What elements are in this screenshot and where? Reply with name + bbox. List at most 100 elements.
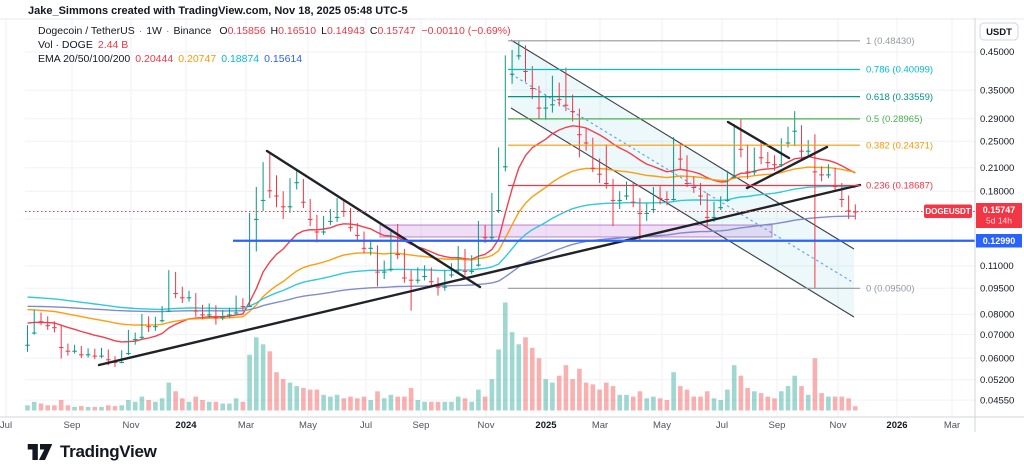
candle: [388, 268, 394, 270]
price-axis-label: 0.29000: [980, 114, 1014, 125]
candle: [704, 216, 710, 218]
candle: [361, 247, 367, 249]
candle: [503, 166, 508, 168]
candle: [832, 186, 838, 188]
candle: [772, 164, 777, 166]
candle: [79, 354, 84, 356]
candle: [233, 312, 239, 314]
candle: [328, 220, 333, 222]
time-axis-label: Sep: [769, 420, 786, 431]
ema-row: EMA 20/50/100/200 0.20444 0.20747 0.18874 0.…: [38, 52, 511, 66]
volume-value: 2.44 B: [97, 39, 129, 51]
candle: [583, 142, 589, 144]
candle: [725, 199, 730, 201]
bar-countdown: 5d 14h: [986, 216, 1012, 226]
candle: [691, 187, 697, 188]
candle: [375, 271, 380, 273]
candle: [812, 171, 818, 173]
tradingview-logo[interactable]: TradingView: [27, 441, 157, 463]
ema-label[interactable]: EMA 20/50/100/200: [38, 53, 131, 65]
channel-upper-border: [510, 39, 855, 250]
candle: [785, 142, 791, 144]
candle: [664, 199, 670, 200]
fib-retracement: 1 (0.48430) 0.786 (0.40099) 0.618 (0.33559…: [508, 36, 933, 295]
price-axis-label: 0.06000: [980, 353, 1014, 364]
time-axis-label: Mar: [944, 420, 960, 431]
candle: [287, 206, 293, 208]
low-label: L: [321, 25, 327, 37]
timeframe-label[interactable]: 1W: [146, 25, 162, 37]
low-value: 0.14943: [326, 25, 365, 37]
separator-dot: ·: [165, 25, 170, 37]
ema200-value: 0.15614: [264, 53, 303, 65]
high-label: H: [270, 25, 279, 37]
candle: [341, 211, 347, 212]
candle: [792, 130, 797, 132]
candle: [752, 171, 757, 173]
candle: [193, 310, 198, 312]
price-axis-label: 0.05200: [980, 375, 1014, 386]
ascending-trendline-major: [97, 183, 862, 367]
candle: [630, 201, 636, 203]
candle: [476, 264, 481, 266]
candle: [530, 88, 535, 89]
time-axis-label: Mar: [592, 420, 608, 431]
alert-price-value: 0.12990: [983, 236, 1016, 246]
tradingview-logo-text: TradingView: [60, 442, 157, 461]
price-axis-label: 0.07000: [980, 330, 1014, 341]
candle: [469, 270, 474, 272]
candle: [186, 297, 192, 299]
candle: [206, 314, 212, 316]
descending-trendline-2024: [265, 149, 482, 289]
chart-marks: [25, 39, 862, 367]
candle: [294, 182, 299, 184]
candle: [597, 173, 602, 175]
candle: [698, 195, 703, 197]
candle: [523, 71, 528, 72]
candle: [738, 148, 744, 150]
candle: [435, 286, 441, 288]
fib-label: 0.382 (0.24371): [866, 140, 933, 151]
channel-lower-border: [510, 107, 855, 318]
candle: [624, 195, 629, 197]
candle: [65, 350, 71, 352]
candle: [570, 111, 575, 113]
candle: [106, 359, 111, 361]
candle: [799, 150, 804, 152]
candle: [496, 210, 501, 211]
time-axis-label: Sep: [413, 420, 430, 431]
volume-bars: [25, 302, 858, 411]
price-axis[interactable]: USDT 0.45000 0.35000 0.29000 0.25000 0.21000 0…: [974, 18, 1019, 432]
candle: [381, 271, 387, 273]
price-axis-label: 0.18000: [980, 186, 1014, 197]
candle: [180, 297, 185, 299]
candle: [321, 231, 326, 233]
candle: [402, 277, 407, 279]
time-axis-label: Jul: [0, 420, 12, 431]
candle: [267, 190, 273, 192]
fib-label: 0.5 (0.28965): [866, 114, 923, 125]
price-axis-label: 0.04550: [980, 395, 1014, 406]
candle: [395, 254, 400, 255]
candle: [314, 231, 320, 233]
candle: [731, 176, 737, 178]
candle: [301, 201, 306, 203]
candle: [355, 234, 360, 236]
candle: [254, 218, 259, 220]
candle: [758, 157, 764, 159]
exchange-label[interactable]: Binance: [173, 25, 212, 37]
candle: [153, 326, 158, 328]
candle: [671, 199, 676, 200]
time-axis-label: Nov: [123, 420, 140, 431]
candle: [550, 104, 555, 106]
candle: [200, 314, 205, 316]
currency-pill: [979, 22, 1019, 41]
ema-200-line: [27, 215, 856, 313]
time-axis[interactable]: Jul Sep Nov 2024 Mar May Jul Sep Nov 2025 Mar May Ju…: [0, 416, 1024, 431]
volume-label[interactable]: Vol · DOGE: [38, 39, 93, 51]
candle: [617, 199, 622, 201]
symbol-title[interactable]: Dogecoin / TetherUS: [38, 25, 135, 37]
price-axis-label: 0.09500: [980, 284, 1014, 295]
candle: [166, 310, 172, 312]
